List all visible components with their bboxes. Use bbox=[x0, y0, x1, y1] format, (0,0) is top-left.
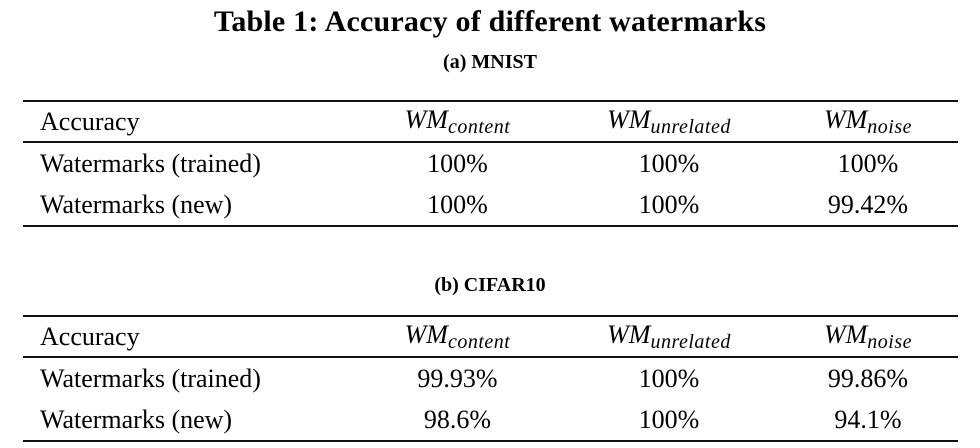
wm-base: WM bbox=[404, 104, 448, 134]
subtable-caption-mnist: (a) MNIST bbox=[443, 51, 537, 73]
accuracy-value: 100% bbox=[638, 404, 700, 434]
wm-subscript: noise bbox=[867, 115, 913, 138]
wm-subscript: unrelated bbox=[650, 330, 731, 353]
accuracy-value: 100% bbox=[638, 148, 700, 178]
column-header-wm-unrelated: WMunrelated bbox=[560, 316, 778, 358]
accuracy-table-mnist: Accuracy WMcontent WMunrelated WMnoise W… bbox=[23, 100, 958, 227]
wm-base: WM bbox=[607, 104, 651, 134]
row-label: Watermarks (trained) bbox=[40, 148, 261, 178]
table-title: Table 1: Accuracy of different watermark… bbox=[213, 5, 767, 38]
accuracy-value: 99.42% bbox=[827, 189, 909, 219]
accuracy-table-cifar10: Accuracy WMcontent WMunrelated WMnoise W… bbox=[23, 315, 958, 442]
accuracy-value: 99.86% bbox=[827, 363, 909, 393]
table-row: Watermarks (new) 100% 100% 99.42% bbox=[23, 184, 958, 226]
column-header-accuracy: Accuracy bbox=[23, 316, 355, 358]
wm-base: WM bbox=[404, 319, 448, 349]
accuracy-value: 100% bbox=[427, 189, 488, 219]
row-label: Watermarks (new) bbox=[40, 189, 233, 219]
wm-subscript: content bbox=[447, 330, 511, 353]
column-header-wm-noise: WMnoise bbox=[778, 101, 958, 143]
header-row: Accuracy WMcontent WMunrelated WMnoise bbox=[23, 316, 958, 358]
accuracy-value: 98.6% bbox=[423, 404, 492, 434]
accuracy-value: 100% bbox=[837, 148, 899, 178]
wm-base: WM bbox=[607, 319, 651, 349]
accuracy-value: 100% bbox=[638, 363, 700, 393]
column-header-wm-noise: WMnoise bbox=[778, 316, 958, 358]
wm-subscript: unrelated bbox=[650, 115, 731, 138]
table-row: Watermarks (trained) 100% 100% 100% bbox=[23, 142, 958, 184]
column-header-wm-unrelated: WMunrelated bbox=[560, 101, 778, 143]
accuracy-value: 94.1% bbox=[834, 404, 902, 434]
row-label: Watermarks (trained) bbox=[40, 363, 261, 393]
accuracy-value: 100% bbox=[427, 148, 488, 178]
column-header-wm-content: WMcontent bbox=[355, 101, 560, 143]
subtable-caption-cifar10: (b) CIFAR10 bbox=[434, 274, 546, 296]
row-label: Watermarks (new) bbox=[40, 404, 233, 434]
accuracy-value: 100% bbox=[638, 189, 700, 219]
wm-base: WM bbox=[823, 319, 868, 349]
column-header-wm-content: WMcontent bbox=[355, 316, 560, 358]
column-header-accuracy: Accuracy bbox=[23, 101, 355, 143]
accuracy-value: 99.93% bbox=[417, 363, 498, 393]
wm-base: WM bbox=[823, 104, 868, 134]
table-row: Watermarks (new) 98.6% 100% 94.1% bbox=[23, 399, 958, 441]
header-row: Accuracy WMcontent WMunrelated WMnoise bbox=[23, 101, 958, 143]
wm-subscript: content bbox=[447, 115, 511, 138]
table-row: Watermarks (trained) 99.93% 100% 99.86% bbox=[23, 357, 958, 399]
wm-subscript: noise bbox=[867, 330, 913, 353]
